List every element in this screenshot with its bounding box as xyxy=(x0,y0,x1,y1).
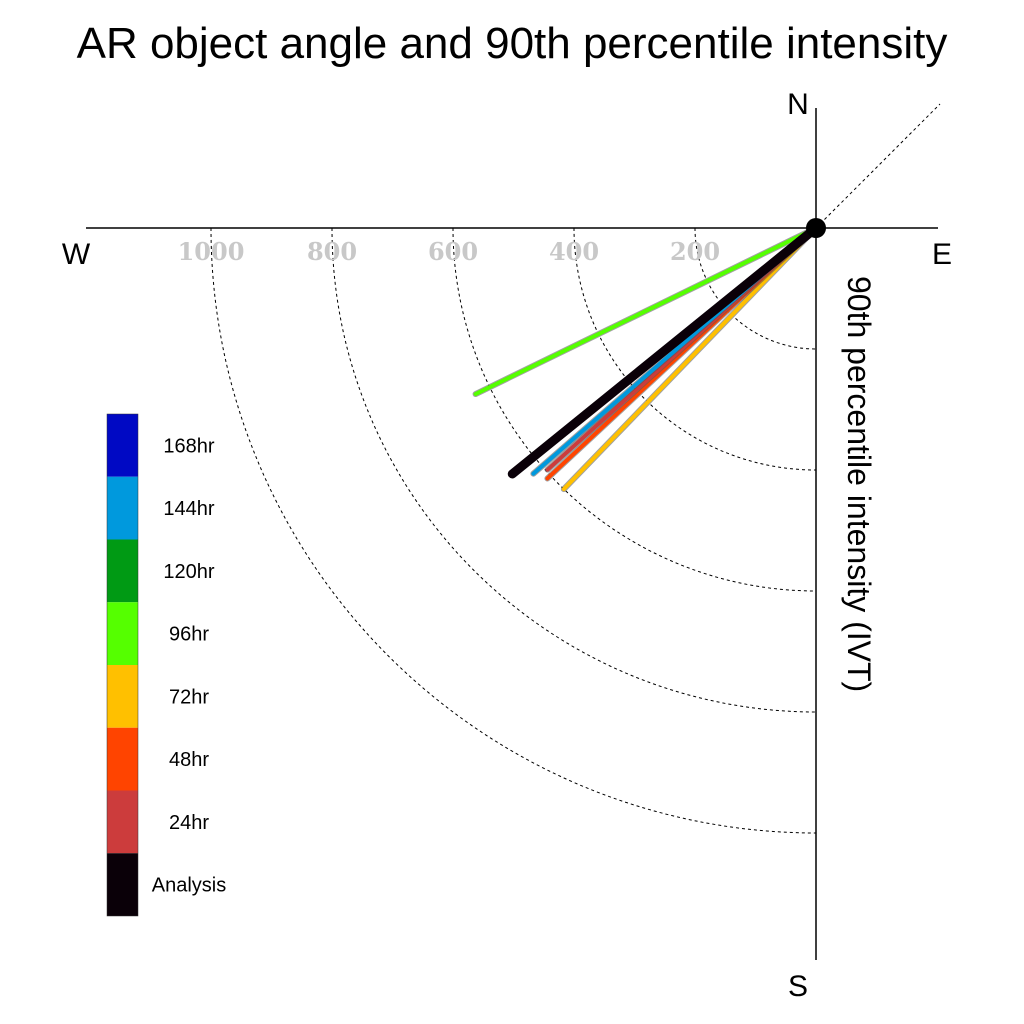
ring-1000 xyxy=(210,227,817,834)
legend-swatch-96hr xyxy=(107,602,138,665)
legend-swatch-24hr xyxy=(107,790,138,854)
ring-label-800: 800 xyxy=(307,237,357,266)
legend-swatch-144hr xyxy=(107,476,138,540)
legend-label-72hr: 72hr xyxy=(169,686,209,708)
legend-border xyxy=(106,413,139,917)
legend-swatch-168hr xyxy=(107,414,138,477)
legend-swatch-72hr xyxy=(107,665,138,728)
compass-west: W xyxy=(62,238,91,271)
legend-label-168hr: 168hr xyxy=(163,435,214,457)
legend-label-analysis: Analysis xyxy=(152,875,226,897)
rings-group xyxy=(210,227,817,834)
vector-72hr xyxy=(561,226,818,492)
ring-label-1000: 1000 xyxy=(178,237,245,266)
legend-label-48hr: 48hr xyxy=(169,749,209,771)
legend-label-144hr: 144hr xyxy=(163,498,214,520)
y-axis-label: 90th percentile intensity (IVT) xyxy=(841,276,877,692)
ring-label-200: 200 xyxy=(670,237,720,266)
legend-label-24hr: 24hr xyxy=(169,812,209,834)
legend-swatch-analysis xyxy=(107,853,138,916)
ne-diagonal xyxy=(815,103,941,229)
compass-north: N xyxy=(787,88,809,121)
ring-200 xyxy=(694,227,817,350)
legend-swatch-48hr xyxy=(107,727,138,791)
axes-group xyxy=(86,103,941,960)
ring-labels-group: 200 400 600 800 1000 xyxy=(178,237,720,266)
chart-title: AR object angle and 90th percentile inte… xyxy=(77,19,948,68)
ring-800 xyxy=(331,227,817,713)
vector-analysis xyxy=(507,223,821,479)
legend: 168hr 144hr 120hr 96hr 72hr 48hr 24hr Analysis xyxy=(106,413,226,917)
legend-swatch-120hr xyxy=(107,539,138,603)
ring-600 xyxy=(452,227,817,592)
compass-south: S xyxy=(788,970,808,1003)
legend-label-120hr: 120hr xyxy=(163,561,214,583)
ring-label-400: 400 xyxy=(549,237,599,266)
legend-label-96hr: 96hr xyxy=(169,624,209,646)
origin-point xyxy=(806,218,826,238)
ring-label-600: 600 xyxy=(428,237,478,266)
ring-400 xyxy=(573,227,817,471)
compass-east: E xyxy=(932,238,952,271)
vector-96hr xyxy=(473,226,818,397)
series-group xyxy=(472,223,821,493)
